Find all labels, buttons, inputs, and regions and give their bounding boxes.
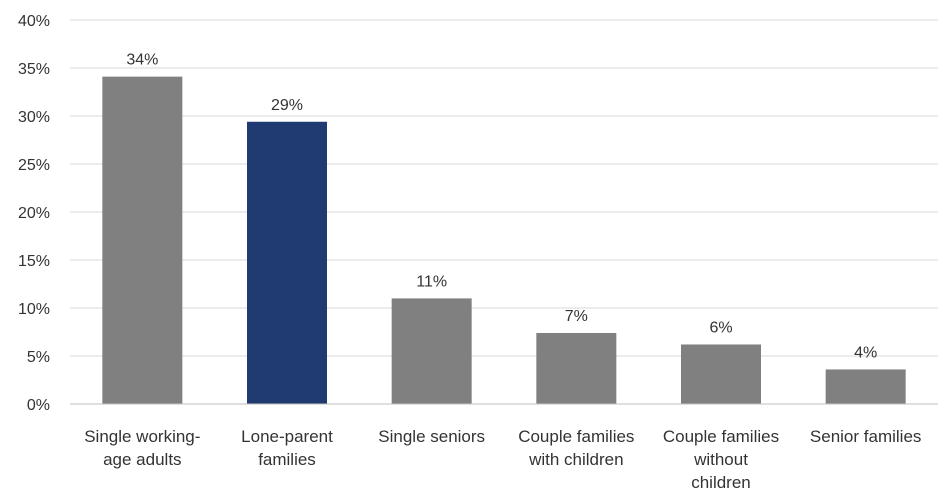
category-label: Senior families xyxy=(810,427,922,446)
category-label-line: Senior families xyxy=(810,427,922,446)
data-label: 34% xyxy=(126,52,158,69)
bar xyxy=(825,369,906,404)
category-label-line: with children xyxy=(528,450,624,469)
gridlines xyxy=(70,19,938,357)
category-label: Lone-parent families xyxy=(241,427,333,469)
category-label: Single working-age adults xyxy=(84,427,200,469)
bar xyxy=(247,121,327,404)
data-label: 6% xyxy=(709,319,732,336)
data-label: 7% xyxy=(565,308,588,325)
y-tick-label: 10% xyxy=(18,301,50,318)
y-tick-label: 40% xyxy=(18,13,50,30)
y-tick-label: 30% xyxy=(18,109,50,126)
category-label: Single seniors xyxy=(378,427,485,446)
bar xyxy=(536,332,617,404)
bar xyxy=(391,298,472,404)
category-label-line: Lone-parent xyxy=(241,427,333,446)
category-label: Couple families with children xyxy=(518,427,634,469)
category-label-line: Couple families xyxy=(518,427,634,446)
data-labels: 34% 29% 11% 7% 6% 4% xyxy=(126,52,877,362)
y-tick-label: 15% xyxy=(18,253,50,270)
y-tick-label: 0% xyxy=(27,397,50,414)
category-labels: Single working-age adults Lone-parent fami… xyxy=(84,427,921,492)
category-label: Couple families without children xyxy=(663,427,779,492)
category-label-line: without xyxy=(693,450,748,469)
category-label-line: Couple families xyxy=(663,427,779,446)
y-tick-label: 25% xyxy=(18,157,50,174)
data-label: 4% xyxy=(854,344,877,361)
bar xyxy=(102,76,183,404)
y-tick-label: 5% xyxy=(27,349,50,366)
bars xyxy=(102,76,906,404)
y-tick-label: 35% xyxy=(18,61,50,78)
category-label-line: children xyxy=(691,473,751,492)
category-label-line: Single seniors xyxy=(378,427,485,446)
category-label-line: families xyxy=(258,450,316,469)
y-tick-label: 20% xyxy=(18,205,50,222)
data-label: 11% xyxy=(416,273,447,290)
bar xyxy=(681,344,761,404)
category-label-line: Single working- xyxy=(84,427,200,446)
category-label-line: age adults xyxy=(103,450,181,469)
data-label: 29% xyxy=(271,97,303,114)
y-axis-tick-labels: 0% 5% 10% 15% 20% 25% 30% 35% 40% xyxy=(18,13,50,414)
